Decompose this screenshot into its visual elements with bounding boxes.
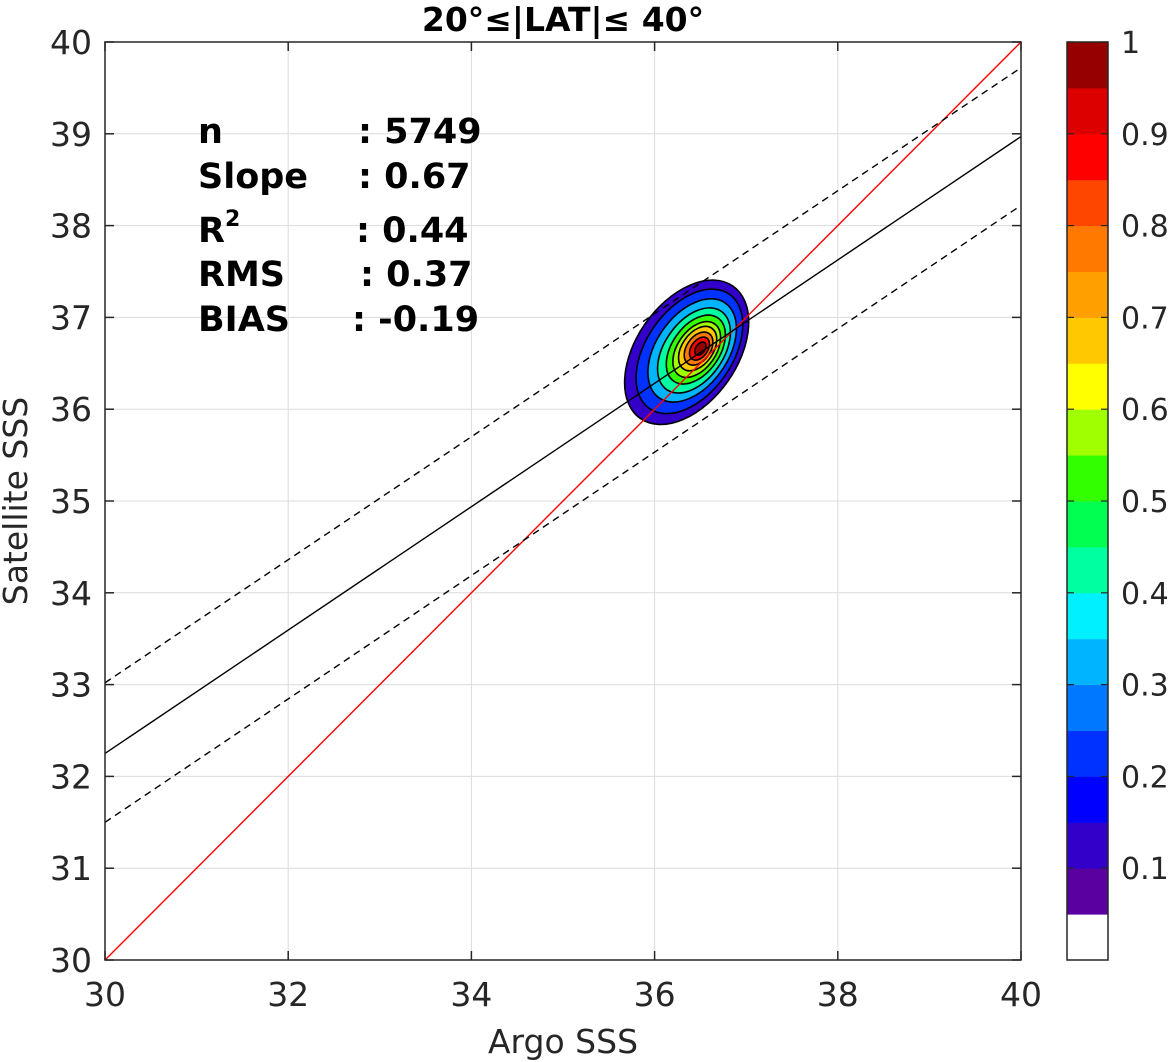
colorbar-segment bbox=[1067, 363, 1108, 410]
x-axis-label: Argo SSS bbox=[488, 1022, 638, 1061]
y-tick-label: 33 bbox=[50, 666, 92, 705]
colorbar-segment bbox=[1067, 317, 1108, 364]
colorbar-segment bbox=[1067, 225, 1108, 272]
x-tick-labels: 30 32 34 36 38 40 bbox=[84, 975, 1042, 1014]
stat-value: : 5749 bbox=[358, 112, 482, 152]
colorbar-segment bbox=[1067, 455, 1108, 502]
colorbar-segment bbox=[1067, 914, 1108, 961]
colorbar-segment bbox=[1067, 684, 1108, 731]
stat-value: : -0.19 bbox=[352, 300, 479, 340]
axis-ticks bbox=[104, 41, 1022, 961]
colorbar-segment bbox=[1067, 776, 1108, 823]
y-tick-label: 40 bbox=[50, 23, 92, 62]
colorbar-segment bbox=[1067, 592, 1108, 640]
y-tick-labels: 30 31 32 33 34 35 36 37 38 39 40 bbox=[50, 23, 92, 980]
colorbar-tick-label: 0.6 bbox=[1121, 393, 1169, 428]
stat-key: RMS bbox=[198, 255, 285, 295]
x-tick-label: 36 bbox=[634, 975, 676, 1014]
reference-lines bbox=[105, 42, 1021, 960]
colorbar-tick-label: 0.1 bbox=[1121, 852, 1169, 887]
y-tick-label: 32 bbox=[50, 757, 92, 796]
y-tick-label: 35 bbox=[50, 482, 92, 521]
x-tick-label: 40 bbox=[1000, 975, 1042, 1014]
stat-value: : 0.67 bbox=[358, 157, 471, 197]
colorbar-tick-label: 0.5 bbox=[1121, 485, 1169, 520]
y-tick-label: 36 bbox=[50, 390, 92, 429]
one-to-one-line bbox=[105, 42, 1021, 960]
colorbar-tick-label: 1 bbox=[1121, 26, 1140, 61]
colorbar-segment bbox=[1067, 409, 1108, 456]
colorbar-tick-label: 0.3 bbox=[1121, 669, 1169, 704]
y-tick-label: 37 bbox=[50, 298, 92, 337]
y-tick-label: 31 bbox=[50, 849, 92, 888]
colorbar-tick-label: 0.8 bbox=[1121, 210, 1169, 245]
grid bbox=[104, 41, 1022, 961]
upper-bound-line bbox=[105, 67, 1021, 684]
stat-value: : 0.44 bbox=[356, 211, 469, 251]
y-tick-label: 30 bbox=[50, 941, 92, 980]
stat-value: : 0.37 bbox=[360, 255, 473, 295]
chart-title: 20°≤|LAT|≤ 40° bbox=[422, 0, 704, 39]
lower-bound-line bbox=[105, 204, 1021, 823]
colorbar-segment bbox=[1067, 730, 1108, 777]
colorbar-segment bbox=[1067, 42, 1108, 89]
y-axis-label: Satellite SSS bbox=[0, 397, 35, 606]
colorbar-segment bbox=[1067, 133, 1108, 181]
stat-key: n bbox=[198, 112, 223, 152]
colorbar-tick-label: 0.9 bbox=[1121, 118, 1169, 153]
colorbar-segment bbox=[1067, 179, 1108, 227]
colorbar-segment bbox=[1067, 87, 1108, 135]
colorbar-segment bbox=[1067, 822, 1108, 869]
colorbar-tick-label: 0.7 bbox=[1121, 301, 1169, 336]
colorbar-segment bbox=[1067, 546, 1108, 594]
colorbar-tick-label: 0.4 bbox=[1121, 577, 1169, 612]
stat-key: Slope bbox=[198, 157, 308, 197]
colorbar-segment bbox=[1067, 501, 1108, 548]
x-tick-label: 38 bbox=[817, 975, 859, 1014]
y-tick-label: 39 bbox=[50, 115, 92, 154]
x-tick-label: 30 bbox=[84, 975, 126, 1014]
x-tick-label: 34 bbox=[450, 975, 492, 1014]
colorbar-segment bbox=[1067, 638, 1108, 686]
y-tick-label: 34 bbox=[50, 574, 92, 613]
colorbar-segment bbox=[1067, 868, 1108, 915]
regression-line bbox=[105, 135, 1021, 755]
y-tick-label: 38 bbox=[50, 207, 92, 246]
density-contours bbox=[623, 279, 750, 426]
stat-key-superscript: 2 bbox=[225, 207, 240, 232]
stat-key: BIAS bbox=[198, 300, 290, 340]
colorbar-segment bbox=[1067, 271, 1108, 318]
colorbar-tick-label: 0.2 bbox=[1121, 760, 1169, 795]
colorbar: 0.1 0.2 0.3 0.4 0.5 0.6 0.7 0.8 0.9 1 bbox=[1066, 26, 1169, 961]
x-tick-label: 32 bbox=[267, 975, 309, 1014]
